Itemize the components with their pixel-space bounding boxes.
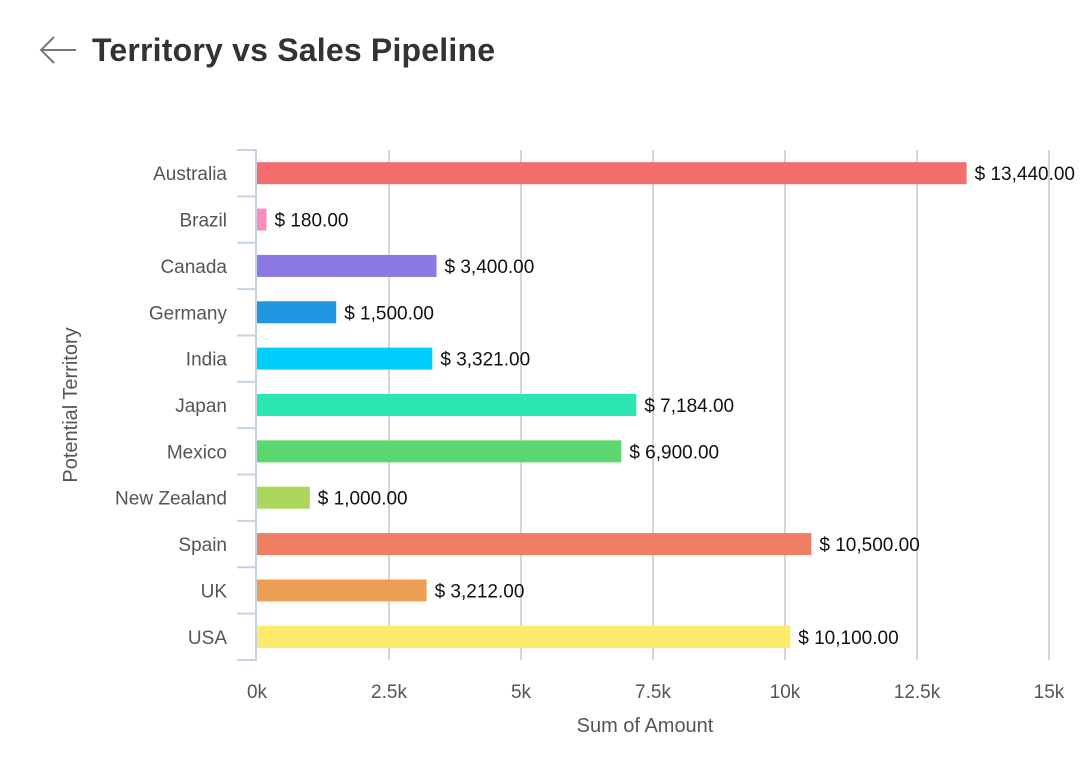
bar-mexico (257, 440, 622, 463)
data-labels: $ 13,440.00 $ 180.00 $ 3,400.00 $ 1,500.00 $… (275, 164, 1076, 649)
bar-australia (257, 162, 967, 185)
y-tick-label: Germany (149, 303, 228, 324)
x-tick-label: 15k (1034, 682, 1065, 703)
x-tick-label: 7.5k (635, 682, 671, 703)
y-tick-label: India (186, 350, 228, 371)
x-tick-label: 12.5k (894, 682, 941, 703)
y-tick-label: USA (188, 628, 227, 649)
x-tick-label: 5k (511, 682, 532, 703)
data-label: $ 3,212.00 (435, 581, 525, 602)
y-tick-label: New Zealand (115, 489, 227, 510)
y-axis (237, 149, 257, 661)
bar-new-zealand (257, 486, 310, 509)
x-tick-label: 10k (770, 682, 801, 703)
data-label: $ 6,900.00 (629, 442, 719, 463)
page-title: Territory vs Sales Pipeline (92, 31, 496, 68)
bar-india (257, 347, 433, 370)
y-tick-label: Canada (160, 257, 227, 278)
y-tick-label: UK (201, 581, 228, 602)
bar-spain (257, 533, 812, 556)
chart-header: Territory vs Sales Pipeline (38, 24, 495, 76)
bars (257, 162, 967, 648)
back-button[interactable] (38, 30, 78, 70)
data-label: $ 180.00 (275, 211, 349, 232)
bar-brazil (257, 208, 267, 231)
x-tick-label: 2.5k (371, 682, 407, 703)
y-tick-label: Mexico (167, 442, 227, 463)
x-axis-title: Sum of Amount (577, 715, 714, 737)
y-tick-labels: Australia Brazil Canada Germany India Japan Me… (115, 164, 227, 649)
data-label: $ 1,500.00 (344, 303, 434, 324)
x-tick-labels: 0k 2.5k 5k 7.5k 10k 12.5k 15k (247, 682, 1065, 703)
data-label: $ 3,321.00 (440, 350, 530, 371)
bar-uk (257, 579, 427, 602)
data-label: $ 7,184.00 (644, 396, 734, 417)
y-axis-title: Potential Territory (60, 327, 82, 482)
x-tick-label: 0k (247, 682, 268, 703)
bar-usa (257, 625, 791, 648)
bar-canada (257, 254, 437, 277)
data-label: $ 3,400.00 (445, 257, 535, 278)
data-label: $ 10,100.00 (798, 628, 898, 649)
y-tick-label: Japan (175, 396, 227, 417)
data-label: $ 13,440.00 (975, 164, 1075, 185)
data-label: $ 10,500.00 (819, 535, 919, 556)
bar-japan (257, 394, 637, 416)
data-label: $ 1,000.00 (318, 489, 408, 510)
arrow-left-icon (39, 36, 76, 64)
bar-germany (257, 301, 337, 324)
y-tick-label: Spain (178, 535, 227, 556)
y-tick-label: Australia (153, 164, 227, 185)
y-tick-label: Brazil (179, 211, 227, 232)
